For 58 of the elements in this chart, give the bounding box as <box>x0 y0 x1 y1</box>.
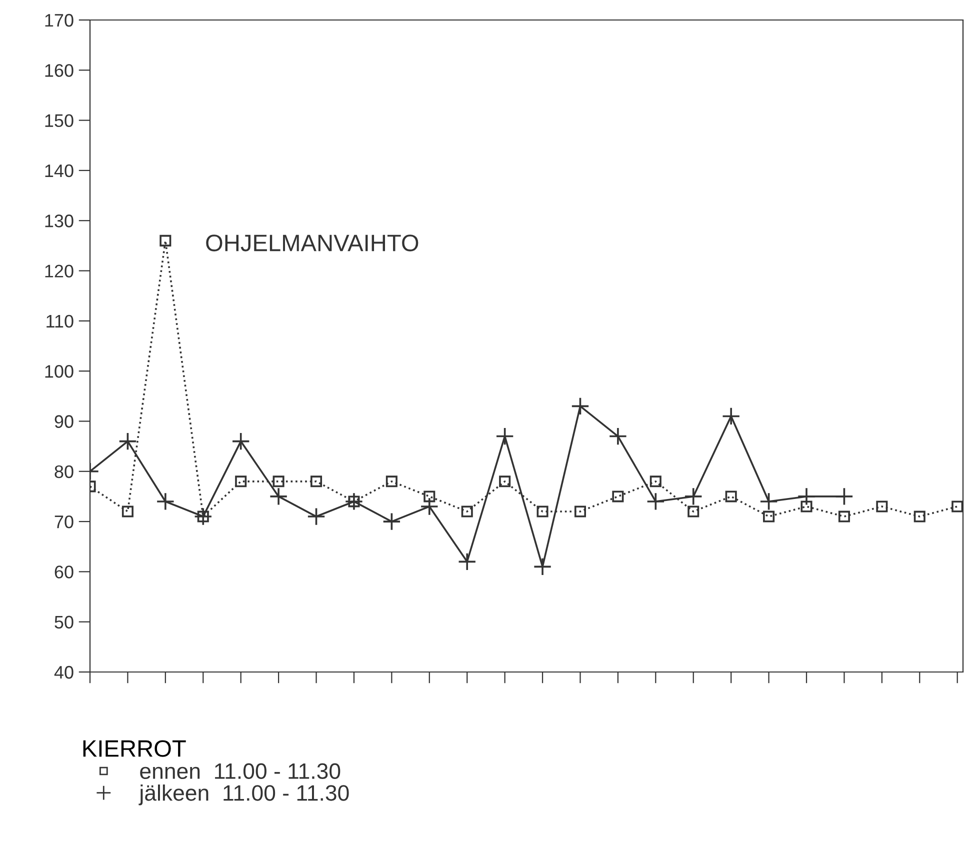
point <box>235 476 247 488</box>
y-tick-label: 70 <box>54 515 74 528</box>
point <box>420 497 439 516</box>
legend-label: jälkeen 11.00 - 11.30 <box>138 784 349 806</box>
point <box>458 552 476 571</box>
y-tick-label: 130 <box>45 214 74 228</box>
point <box>612 490 624 502</box>
y-tick-label: 50 <box>54 616 74 629</box>
point <box>760 492 778 511</box>
point <box>834 487 854 506</box>
point <box>496 427 514 446</box>
point <box>722 406 740 426</box>
point <box>574 506 586 518</box>
point <box>725 490 737 502</box>
y-tick-label: 160 <box>45 64 74 77</box>
y-tick-label: 80 <box>54 465 74 478</box>
point <box>122 506 134 518</box>
point <box>646 492 665 511</box>
point <box>952 500 963 512</box>
y-tick-label: 60 <box>54 566 74 578</box>
y-tick-label: 140 <box>45 164 74 178</box>
point <box>533 557 552 576</box>
point <box>232 432 250 451</box>
point <box>536 506 548 518</box>
point <box>608 427 628 446</box>
point <box>386 476 398 488</box>
y-tick-label: 110 <box>46 314 74 328</box>
y-tick-label: 90 <box>54 415 74 428</box>
point <box>272 476 284 488</box>
point <box>688 506 700 518</box>
y-tick-label: 40 <box>54 666 74 679</box>
y-tick-label: 120 <box>45 264 74 278</box>
point <box>571 396 590 416</box>
annotation: OHJELMANVAIHTO <box>206 234 418 252</box>
point <box>800 500 812 512</box>
point <box>269 487 288 506</box>
point <box>382 512 401 531</box>
point <box>914 510 926 522</box>
point <box>499 476 511 488</box>
point <box>838 510 850 522</box>
legend-title: KIERROT <box>83 740 186 757</box>
y-tick-label: 170 <box>45 14 74 27</box>
point <box>160 234 172 246</box>
point <box>684 487 703 506</box>
legend-label: ennen 11.00 - 11.30 <box>140 763 340 780</box>
point <box>650 476 662 488</box>
point <box>310 476 322 488</box>
point <box>307 507 326 526</box>
y-tick-label: 150 <box>45 114 74 128</box>
point <box>118 432 137 451</box>
point <box>197 510 209 522</box>
point <box>461 506 473 518</box>
point <box>876 500 888 512</box>
point <box>424 490 436 502</box>
point <box>763 510 775 522</box>
y-tick-label: 100 <box>45 365 74 378</box>
point <box>156 492 175 511</box>
point <box>194 507 212 526</box>
